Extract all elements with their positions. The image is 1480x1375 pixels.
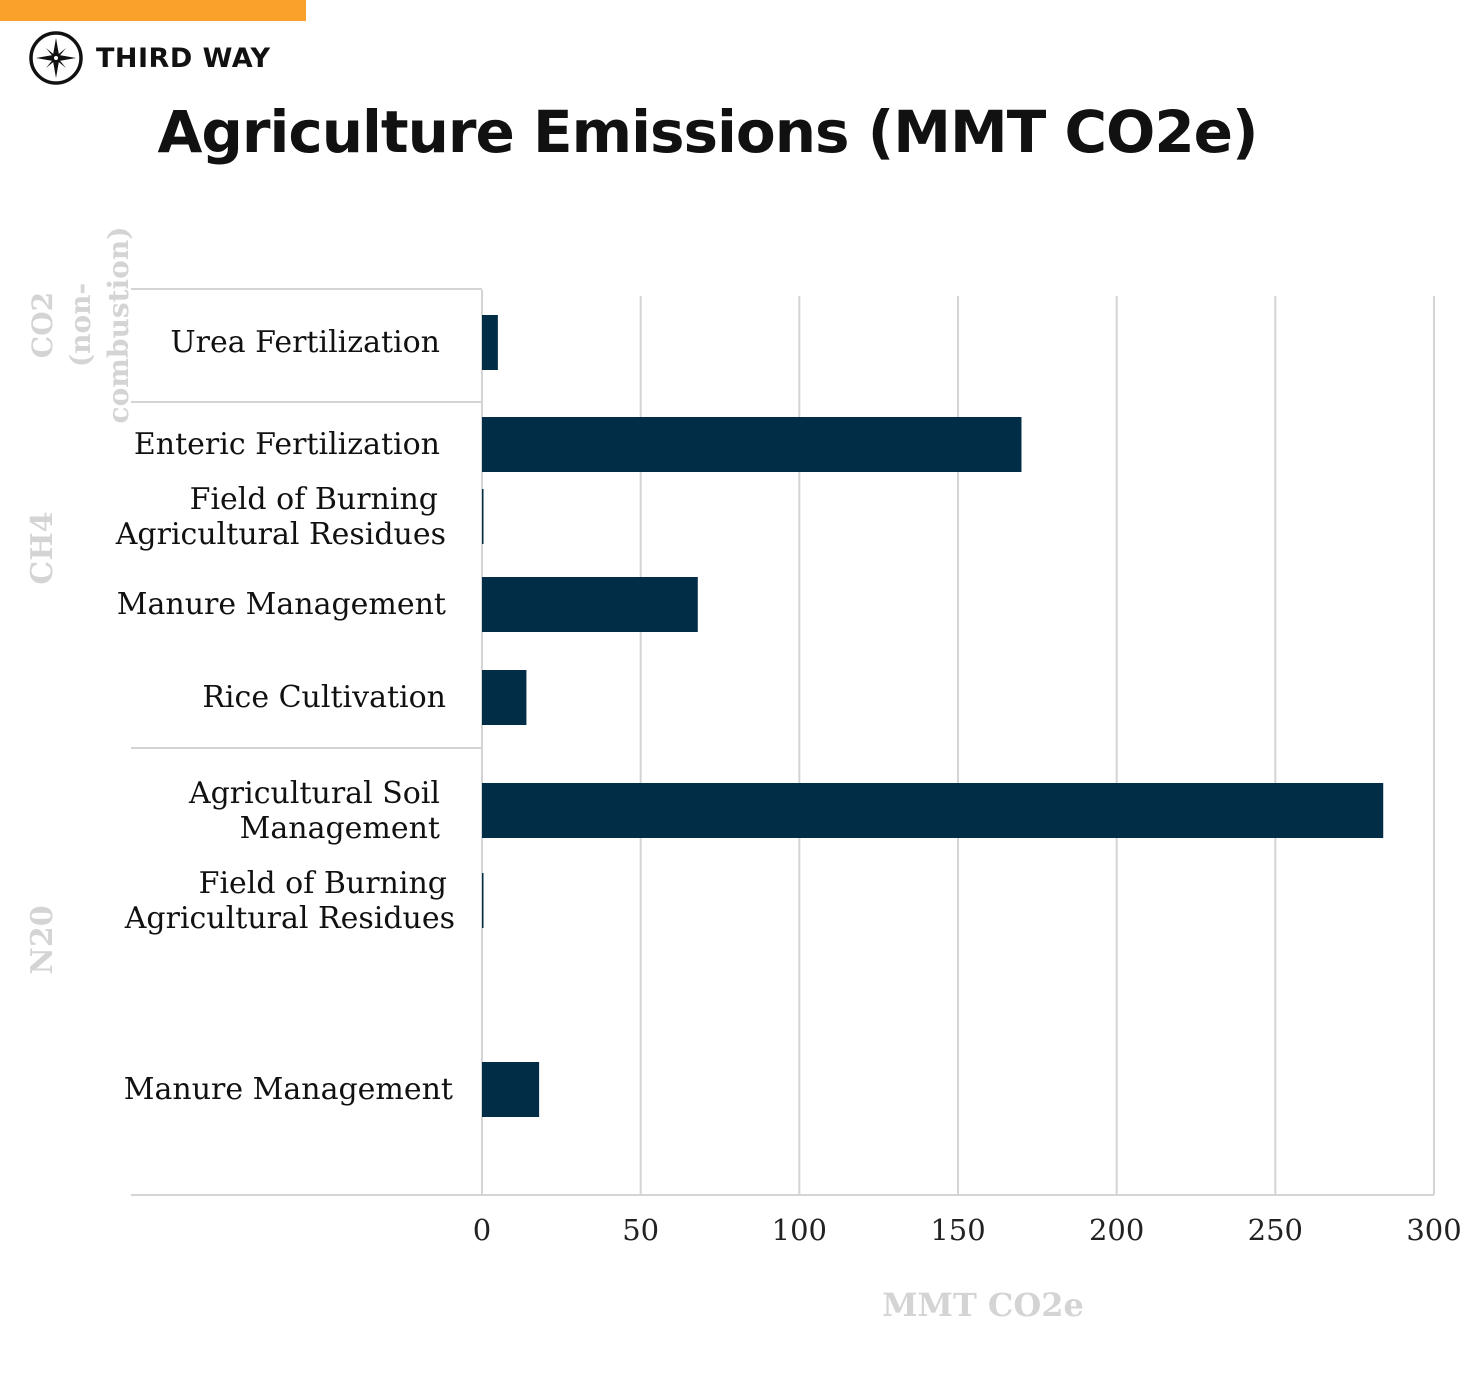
category-label-line: Enteric Fertilization bbox=[134, 427, 440, 462]
category-label: Manure Management bbox=[124, 1072, 453, 1107]
x-axis-title: MMT CO2e bbox=[882, 1286, 1084, 1324]
group-label: (non- bbox=[64, 283, 97, 367]
x-tick-label: 50 bbox=[622, 1213, 659, 1247]
category-label: Rice Cultivation bbox=[202, 680, 446, 715]
bar bbox=[482, 489, 484, 544]
category-label-line: Agricultural Residues bbox=[124, 901, 455, 936]
group-label: CO2 bbox=[26, 292, 59, 358]
bar bbox=[482, 873, 484, 928]
x-tick-label: 300 bbox=[1406, 1213, 1461, 1247]
category-label: Urea Fertilization bbox=[170, 325, 440, 360]
bar bbox=[482, 670, 527, 725]
x-tick-label: 200 bbox=[1089, 1213, 1144, 1247]
brand-name: THIRD WAY bbox=[96, 42, 271, 74]
chart-title: Agriculture Emissions (MMT CO2e) bbox=[157, 98, 1258, 166]
category-label-line: Manure Management bbox=[117, 587, 446, 622]
category-label-line: Agricultural Soil bbox=[188, 776, 440, 811]
category-label: Agricultural Soil Management bbox=[188, 776, 440, 846]
category-label-line: Urea Fertilization bbox=[170, 325, 440, 360]
category-label-line: Rice Cultivation bbox=[202, 680, 446, 715]
category-label-line: Field of Burning bbox=[199, 866, 447, 901]
bar bbox=[482, 783, 1384, 838]
category-label: Field of Burning Agricultural Residues bbox=[115, 482, 446, 552]
bar bbox=[482, 417, 1022, 472]
group-label: CH4 bbox=[25, 511, 60, 584]
category-label-line: Manure Management bbox=[124, 1072, 453, 1107]
category-label: Field of Burning Agricultural Residues bbox=[124, 866, 455, 936]
category-label-line: Management bbox=[240, 811, 440, 846]
x-tick-label: 100 bbox=[772, 1213, 827, 1247]
category-label: Enteric Fertilization bbox=[134, 427, 440, 462]
category-label-line: Agricultural Residues bbox=[115, 517, 446, 552]
x-tick-label: 250 bbox=[1248, 1213, 1303, 1247]
accent-bar bbox=[0, 0, 306, 21]
bar bbox=[482, 577, 698, 632]
category-label: Manure Management bbox=[117, 587, 446, 622]
x-tick-label: 150 bbox=[930, 1213, 985, 1247]
x-tick-label: 0 bbox=[473, 1213, 491, 1247]
third-way-logo: THIRD WAY bbox=[28, 30, 271, 86]
group-label: N20 bbox=[25, 905, 60, 974]
group-label: combustion) bbox=[102, 227, 135, 424]
bar bbox=[482, 315, 498, 370]
category-label-line: Field of Burning bbox=[190, 482, 438, 517]
compass-icon bbox=[29, 31, 83, 85]
bar bbox=[482, 1062, 540, 1117]
